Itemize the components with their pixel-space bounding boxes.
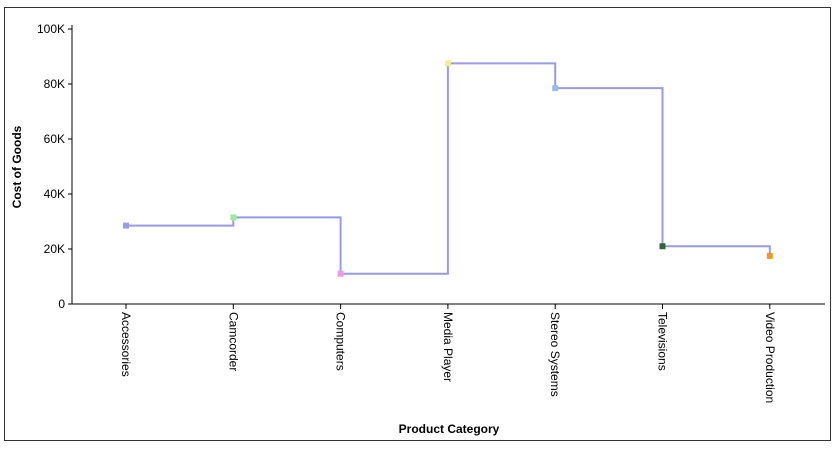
data-point-marker[interactable] [230,214,237,221]
y-tick-label: 60K [44,132,65,146]
data-point-marker[interactable] [766,252,773,259]
y-tick-label: 40K [44,187,65,201]
series-step-line [126,62,771,275]
x-axis-title: Product Category [399,422,500,436]
x-tick-label: Computers [334,312,348,371]
data-point-marker[interactable] [337,270,344,277]
y-axis-title: Cost of Goods [10,125,24,208]
x-tick-label: Accessories [119,312,133,377]
x-tick-label: Televisions [656,312,670,371]
series-markers [123,60,773,277]
x-tick-label: Stereo Systems [548,312,562,397]
chart-frame [4,7,831,441]
x-tick-label: Media Player [441,312,455,382]
data-point-marker[interactable] [444,60,451,67]
y-tick-label: 100K [37,22,65,36]
data-point-marker[interactable] [123,222,129,229]
x-tick-label: Camcorder [226,312,240,371]
data-point-marker[interactable] [659,243,666,250]
y-tick-label: 20K [44,242,65,256]
x-axis-ticks: Accessories Camcorder Computers Media Playe… [119,304,777,403]
y-axis-ticks: 0 20K 40K 60K 80K 100K [37,22,72,311]
data-point-marker[interactable] [552,85,559,92]
y-tick-label: 80K [44,77,65,91]
x-tick-label: Video Production [763,312,777,403]
y-tick-label: 0 [58,297,65,311]
